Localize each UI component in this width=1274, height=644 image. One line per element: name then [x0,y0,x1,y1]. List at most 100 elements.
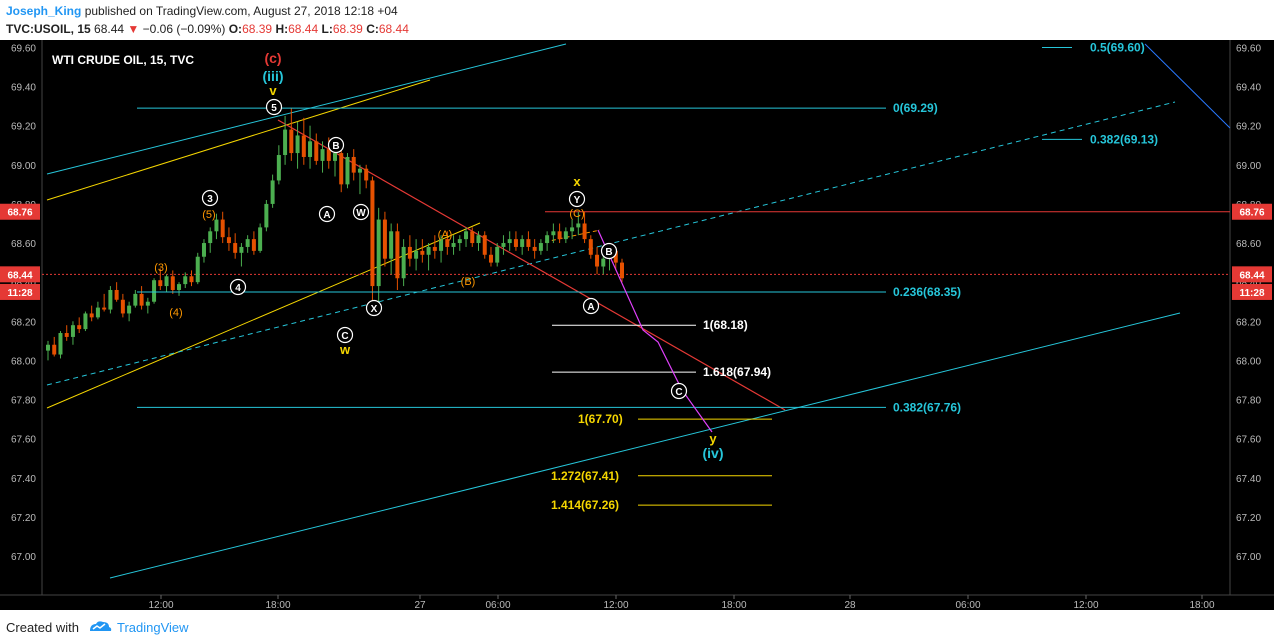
candle-body [89,313,94,318]
wave-circle-marker [568,190,586,208]
ohlc-line: TVC:USOIL, 15 68.44 ▼ −0.06 (−0.09%) O:6… [6,22,409,36]
y-tick-label-left: 68.20 [11,317,36,328]
y-tick-label-left: 67.60 [11,435,36,446]
candle-body [545,235,550,244]
wave-circle-marker [201,189,219,207]
x-tick-label: 12:00 [1073,600,1098,610]
candle-body [370,180,375,287]
y-tick-label-left: 68.00 [11,356,36,367]
candle-body [470,231,475,244]
candle-body [414,250,419,259]
footer: Created with TradingView [0,610,1274,644]
high-value: 68.44 [288,22,319,36]
candle-body [407,246,412,259]
fib-level-label: 1(67.70) [578,412,623,426]
candle-body [264,203,269,228]
fib-level-label: 0.382(67.76) [893,400,961,414]
price-tag-box-left [0,266,40,283]
candle-body [620,262,624,279]
fib-level-label: 0.5(69.60) [1090,40,1145,54]
price-tag-box [1232,203,1272,220]
candle-body [52,344,57,355]
open-value: 68.39 [242,22,273,36]
y-tick-label-right: 67.00 [1236,552,1261,563]
candle-body [226,237,231,244]
candle-body [389,231,394,259]
candle-body [158,280,163,287]
candle-body [588,239,593,255]
wave-circle-marker [327,136,345,154]
wave-circle-label: W [356,208,366,219]
yellow-lower-channel-line [46,222,481,409]
wave-circle-label: A [587,302,594,313]
price-tag-text-left: 68.44 [7,270,32,281]
candle-body [283,129,288,156]
candle-body [58,333,63,355]
candle-body [220,219,225,238]
wave-circle-label: C [341,331,348,342]
candle-body [120,299,125,314]
candle-body [551,231,556,236]
red-downtrend-line [277,119,786,411]
candle-body [145,301,150,306]
candle-body [233,243,238,253]
cyan-lower-channel-line [109,312,1181,579]
candle-body [351,156,356,173]
x-tick-label: 18:00 [265,600,290,610]
candle-body [333,153,337,161]
wave-circle-marker [670,382,688,400]
y-tick-label-right: 67.40 [1236,474,1261,485]
x-tick-label: 12:00 [603,600,628,610]
blue-diagonal-line [1144,43,1231,129]
orange-wave-label: (C) [569,208,584,220]
candle-body [177,284,182,290]
y-tick-label-left: 68.40 [11,278,36,289]
wave-circle-marker [265,98,283,116]
candle-body [595,254,600,267]
price-tag-text: 11:28 [1239,288,1264,299]
candle-body [308,141,313,157]
candle-body [289,129,294,154]
candle-body [195,256,200,283]
candle-body [364,168,369,181]
candle-body [563,231,568,240]
wave-circle-marker [582,297,600,315]
candle-body [208,231,213,244]
y-tick-label-left: 69.40 [11,83,36,94]
low-label: L: [321,22,333,36]
close-value: 68.44 [378,22,409,36]
open-label: O: [228,22,243,36]
candle-body [295,135,300,154]
candle-body [276,155,281,181]
wave-circle-marker [318,205,336,223]
y-tick-label-left: 67.00 [11,552,36,563]
fib-level-label: 1(68.18) [703,318,748,332]
y-tick-label-left: 69.60 [11,43,36,54]
wave-circle-marker [365,299,383,317]
price-change: −0.06 (−0.09%) [142,22,226,36]
candle-body [201,243,206,257]
projected-path-line [597,229,713,433]
wave-circle-label: C [675,387,682,398]
candle-body [133,293,138,306]
candle-body [258,227,263,251]
wave-circle-label: 4 [235,283,241,294]
tradingview-link[interactable]: TradingView [117,620,189,635]
tradingview-logo-icon [90,621,112,631]
candle-body [451,243,456,247]
fib-level-label: 1.272(67.41) [551,469,619,483]
candle-body [152,280,157,302]
price-tag-box [1232,283,1272,300]
candle-body [95,307,100,318]
y-tick-label-left: 68.60 [11,239,36,250]
author-link[interactable]: Joseph_King [6,4,82,18]
orange-wave-label: (B) [461,276,476,288]
candle-body [570,227,575,232]
candle-body [170,276,175,290]
y-tick-label-left: 67.20 [11,513,36,524]
fib-level-label: 1.414(67.26) [551,498,619,512]
chart-area[interactable]: 69.60 69.60 69.40 69.40 69.20 69.20 69.00 69.00… [0,40,1274,610]
candle-body [401,246,406,279]
y-tick-label-right: 67.80 [1236,396,1261,407]
price-chart[interactable]: 69.60 69.60 69.40 69.40 69.20 69.20 69.00 69.00… [0,40,1274,610]
